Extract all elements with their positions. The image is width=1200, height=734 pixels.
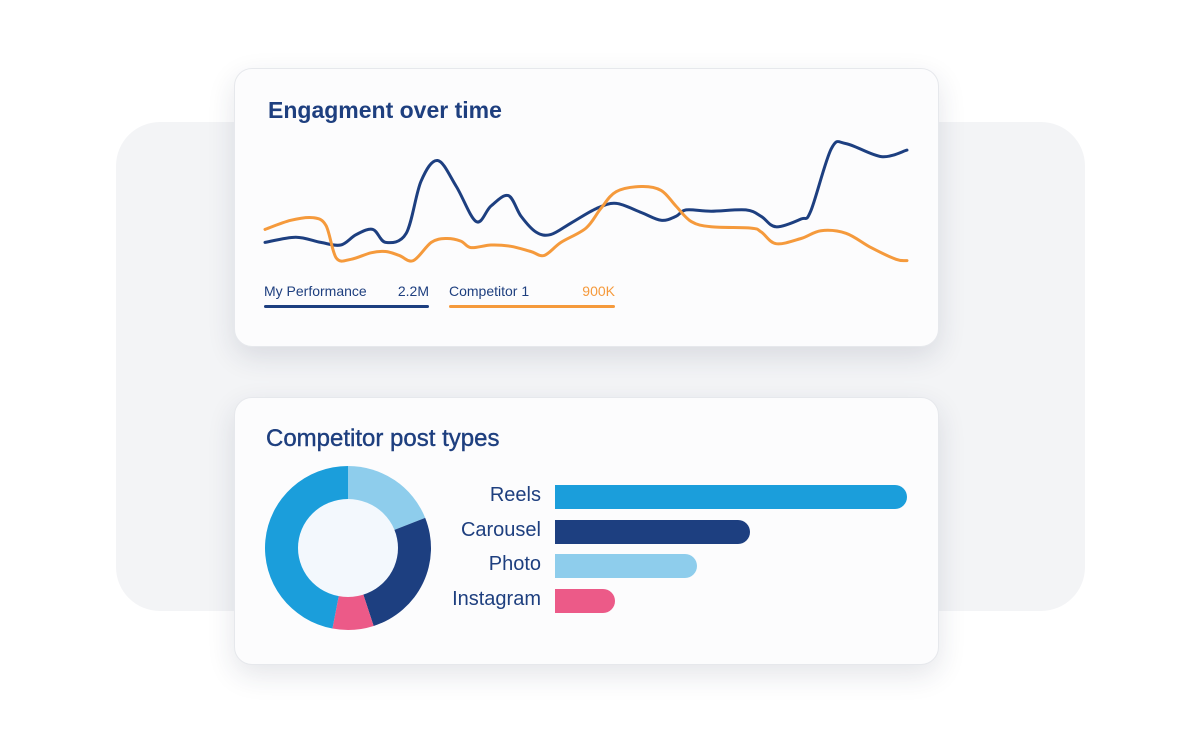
legend-name: Competitor 1 <box>449 283 530 299</box>
bar-label-instagram: Instagram <box>452 587 541 610</box>
donut-hole <box>298 499 398 597</box>
bar-instagram <box>555 588 615 613</box>
bar-label-reels: Reels <box>489 484 541 506</box>
bar-carousel <box>555 519 750 544</box>
post-types-card: Competitor post types Reels Carousel Photo… <box>234 397 939 665</box>
bar-label-carousel: Carousel <box>460 518 541 541</box>
legend-swatch <box>264 305 429 308</box>
post-types-donut-chart <box>264 466 431 630</box>
engagement-title: Engagment over time <box>268 97 502 123</box>
legend-competitor-1[interactable]: Competitor 1 900K <box>449 283 615 308</box>
bar-label-photo: Photo <box>488 553 541 575</box>
engagement-card: Engagment over time My Performance 2.2M … <box>234 68 939 347</box>
legend-my-performance[interactable]: My Performance 2.2M <box>264 283 429 308</box>
legend-value: 900K <box>582 283 615 299</box>
bar-photo <box>555 554 698 578</box>
legend-name: My Performance <box>264 283 367 299</box>
series-line-my-performance <box>263 140 909 247</box>
legend-value: 2.2M <box>397 283 429 299</box>
series-line-competitor-1 <box>263 184 909 263</box>
engagement-line-chart <box>263 140 909 263</box>
bar-reels <box>555 485 907 509</box>
legend-swatch <box>449 305 615 308</box>
post-types-title: Competitor post types <box>266 425 500 452</box>
